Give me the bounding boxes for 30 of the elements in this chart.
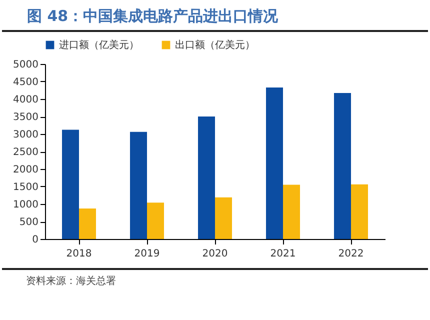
bar — [351, 184, 368, 239]
bar — [215, 197, 232, 239]
x-tick-label: 2019 — [134, 248, 160, 260]
y-tick-label: 4500 — [13, 77, 38, 88]
y-tick-label: 3500 — [13, 112, 38, 123]
y-tick-label: 2000 — [13, 164, 38, 176]
y-tick-label: 1000 — [13, 200, 38, 210]
bar — [147, 202, 164, 239]
bar — [198, 116, 215, 239]
y-tick-label: 1500 — [13, 182, 38, 193]
y-tick-label: 2500 — [13, 147, 38, 158]
legend-label: 进口额（亿美元） — [59, 39, 139, 51]
x-tick-label: 2018 — [66, 248, 92, 260]
bar — [130, 132, 147, 239]
legend-label: 出口额（亿美元） — [175, 39, 255, 51]
y-tick-label: 5000 — [13, 60, 38, 70]
bar — [283, 184, 300, 239]
bar — [334, 93, 351, 239]
y-tick-label: 0 — [32, 234, 38, 246]
bar — [62, 130, 79, 239]
x-tick-label: 2022 — [338, 248, 364, 260]
x-tick-label: 2021 — [270, 248, 296, 260]
x-tick-label: 2020 — [202, 248, 228, 260]
bar — [266, 87, 283, 239]
bar — [79, 208, 96, 239]
y-tick-label: 3000 — [13, 130, 38, 140]
y-tick-label: 500 — [19, 217, 38, 228]
chart-title: 图 48：中国集成电路产品进出口情况 — [2, 0, 428, 32]
text: 资料来源：海关总署 — [2, 268, 428, 288]
y-tick-label: 4000 — [13, 94, 38, 106]
